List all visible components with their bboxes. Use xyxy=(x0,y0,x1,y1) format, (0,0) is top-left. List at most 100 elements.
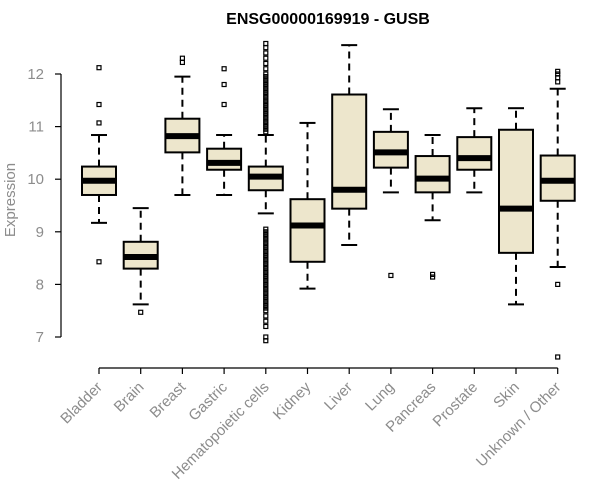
outlier-point xyxy=(96,259,102,265)
outlier-point xyxy=(263,276,269,282)
y-tick-label: 7 xyxy=(36,329,44,346)
outlier-point xyxy=(96,120,102,126)
outlier-point xyxy=(263,229,269,235)
outlier-point xyxy=(263,297,269,303)
box-group xyxy=(331,44,368,246)
outlier-point xyxy=(263,242,269,248)
iqr-box xyxy=(498,128,534,254)
outlier-point xyxy=(221,101,227,108)
outlier-point xyxy=(263,239,269,245)
x-tick-label: Liver xyxy=(321,379,356,414)
x-tick-label: Bladder xyxy=(57,379,106,428)
x-tick-label: Brain xyxy=(111,379,148,416)
outlier-point xyxy=(555,68,561,74)
outlier-point xyxy=(138,309,144,315)
outlier-point xyxy=(263,237,269,243)
y-tick-label: 11 xyxy=(28,119,44,136)
outlier-point xyxy=(263,110,269,117)
outlier-point xyxy=(263,108,269,114)
outlier-point xyxy=(221,66,227,72)
outlier-point xyxy=(263,234,269,240)
x-tick-label: Prostate xyxy=(430,379,482,431)
outlier-point xyxy=(263,268,269,274)
outlier-point xyxy=(263,281,269,287)
outlier-point xyxy=(263,294,269,301)
x-tick-label: Breast xyxy=(147,378,190,421)
outlier-point xyxy=(263,258,269,264)
outlier-point xyxy=(388,272,394,279)
outlier-point xyxy=(179,55,185,61)
outlier-point xyxy=(263,129,269,135)
outlier-point xyxy=(263,266,269,272)
outlier-point xyxy=(263,318,269,324)
outlier-point xyxy=(263,271,269,277)
outlier-point xyxy=(555,354,561,360)
outlier-point xyxy=(263,102,269,109)
outlier-point xyxy=(263,302,269,309)
iqr-box xyxy=(206,147,243,171)
outlier-point xyxy=(263,292,269,298)
chart-title: ENSG00000169919 - GUSB xyxy=(226,11,430,28)
outlier-point xyxy=(263,40,269,47)
outlier-point xyxy=(263,81,269,88)
outlier-point xyxy=(263,300,269,306)
outlier-point xyxy=(263,287,269,293)
outlier-point xyxy=(263,95,269,101)
box-group xyxy=(289,121,326,290)
box-series xyxy=(81,40,576,360)
iqr-box xyxy=(414,155,451,194)
box-group xyxy=(206,66,243,196)
outlier-point xyxy=(263,247,269,253)
y-tick-label: 12 xyxy=(27,66,44,83)
y-axis-label: Expression xyxy=(2,163,19,237)
outlier-point xyxy=(263,87,269,93)
outlier-point xyxy=(263,231,269,238)
outlier-point xyxy=(263,45,269,51)
outlier-point xyxy=(263,263,269,269)
iqr-box xyxy=(456,136,493,171)
outlier-point xyxy=(263,50,269,56)
outlier-point xyxy=(263,71,269,77)
outlier-point xyxy=(263,92,269,98)
box-group xyxy=(122,207,159,315)
box-group xyxy=(372,108,409,279)
outlier-point xyxy=(263,84,269,90)
y-tick-label: 8 xyxy=(36,276,44,293)
outlier-point xyxy=(263,305,269,311)
outlier-point xyxy=(96,65,102,71)
outlier-point xyxy=(263,273,269,280)
outlier-point xyxy=(555,75,561,81)
outlier-point xyxy=(96,101,102,108)
box-group xyxy=(164,55,201,196)
outlier-point xyxy=(263,289,269,295)
outlier-point xyxy=(263,60,269,67)
box-group xyxy=(81,65,117,265)
outlier-point xyxy=(263,226,269,232)
outlier-point xyxy=(263,105,269,111)
outlier-point xyxy=(221,81,227,88)
outlier-point xyxy=(179,59,185,66)
outlier-point xyxy=(263,79,269,85)
outlier-point xyxy=(263,126,269,132)
outlier-point xyxy=(430,274,436,280)
outlier-point xyxy=(430,271,436,278)
outlier-point xyxy=(263,260,269,266)
outlier-point xyxy=(263,76,269,82)
outlier-point xyxy=(263,284,269,290)
box-group xyxy=(247,40,284,344)
box-group xyxy=(456,107,493,194)
outlier-point xyxy=(263,100,269,106)
outlier-point xyxy=(263,250,269,256)
outlier-point xyxy=(263,66,269,72)
box-group xyxy=(539,68,576,360)
box-group xyxy=(414,134,451,280)
outlier-point xyxy=(263,308,269,314)
iqr-box xyxy=(289,198,326,263)
outlier-point xyxy=(263,323,269,330)
outlier-point xyxy=(263,252,269,259)
outlier-point xyxy=(263,118,269,124)
outlier-point xyxy=(263,97,269,103)
outlier-point xyxy=(263,123,269,130)
